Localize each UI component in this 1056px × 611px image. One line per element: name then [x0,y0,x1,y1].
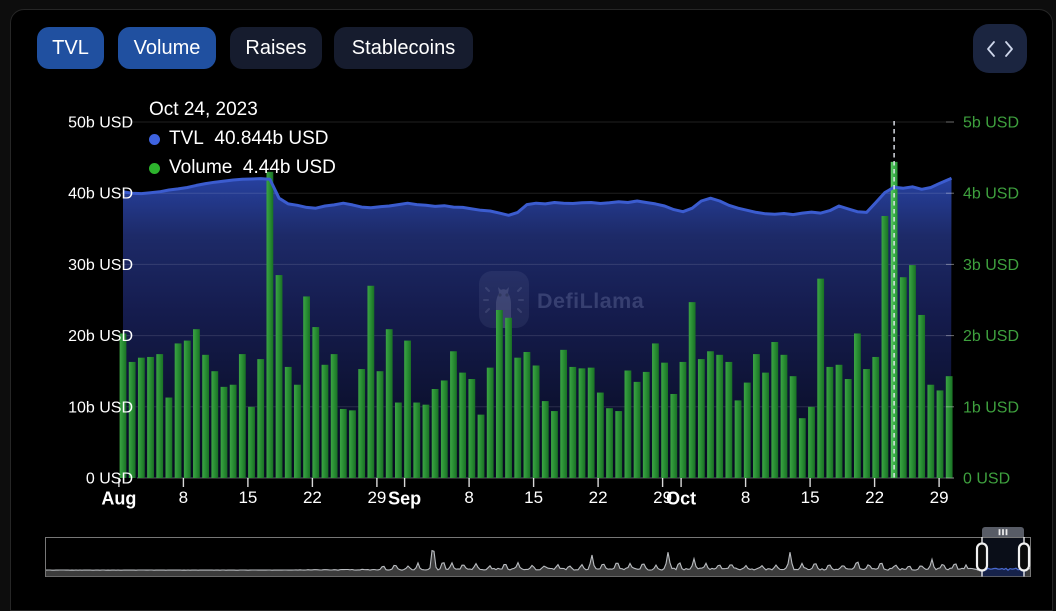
svg-text:5b USD: 5b USD [963,115,1019,132]
svg-text:DefiLlama: DefiLlama [537,289,645,313]
svg-text:29: 29 [930,488,949,507]
svg-text:8: 8 [179,488,188,507]
svg-text:30b USD: 30b USD [68,257,133,274]
svg-text:20b USD: 20b USD [68,328,133,345]
svg-text:15: 15 [238,488,257,507]
svg-text:29: 29 [367,488,386,507]
svg-text:10b USD: 10b USD [68,399,133,416]
svg-text:40b USD: 40b USD [68,186,133,203]
svg-text:15: 15 [524,488,543,507]
svg-text:Sep: Sep [388,489,421,509]
svg-text:0 USD: 0 USD [963,471,1010,488]
svg-text:3b USD: 3b USD [963,257,1019,274]
svg-text:Aug: Aug [101,489,136,509]
svg-text:1b USD: 1b USD [963,399,1019,416]
svg-text:2b USD: 2b USD [963,328,1019,345]
svg-text:22: 22 [303,488,322,507]
svg-text:8: 8 [741,488,750,507]
svg-text:22: 22 [865,488,884,507]
svg-text:22: 22 [589,488,608,507]
svg-text:8: 8 [464,488,473,507]
svg-text:15: 15 [801,488,820,507]
svg-text:50b USD: 50b USD [68,115,133,132]
svg-text:Oct: Oct [666,489,696,509]
svg-text:4b USD: 4b USD [963,186,1019,203]
svg-text:0 USD: 0 USD [86,471,133,488]
svg-text:29: 29 [653,488,672,507]
